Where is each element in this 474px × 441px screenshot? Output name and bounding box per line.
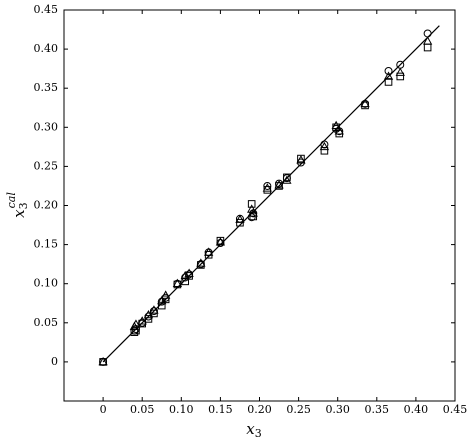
point-triangle bbox=[180, 270, 190, 280]
point-triangle bbox=[274, 180, 284, 189]
point-square bbox=[157, 301, 166, 310]
y-label-sup: cal bbox=[5, 192, 18, 209]
point-square bbox=[181, 277, 190, 286]
point-square bbox=[361, 101, 369, 110]
point-square bbox=[384, 78, 393, 86]
point-square bbox=[150, 309, 158, 318]
x-label-sub: 3 bbox=[255, 427, 262, 440]
point-square bbox=[396, 72, 405, 81]
point-triangle bbox=[383, 71, 394, 80]
point-square bbox=[249, 212, 258, 221]
point-triangle bbox=[196, 258, 206, 267]
x-tick-label: 0.25 bbox=[286, 403, 311, 416]
point-square bbox=[144, 315, 153, 323]
y-tick-label: 0.40 bbox=[34, 42, 59, 55]
point-square bbox=[263, 186, 272, 194]
point-circle bbox=[423, 29, 432, 38]
point-square bbox=[185, 272, 193, 280]
point-circle bbox=[263, 181, 272, 190]
y-tick-label: 0.05 bbox=[34, 316, 59, 329]
point-circle bbox=[320, 140, 329, 149]
point-triangle bbox=[331, 120, 341, 130]
x-axis-label: x3 bbox=[246, 420, 261, 440]
y-tick-label: 0.35 bbox=[34, 81, 59, 94]
point-triangle bbox=[296, 155, 306, 164]
point-square bbox=[130, 328, 139, 336]
point-square bbox=[161, 295, 170, 304]
y-label-sub: 3 bbox=[17, 202, 30, 209]
y-tick-label: 0.20 bbox=[34, 199, 59, 212]
x-tick-label: 0 bbox=[100, 403, 107, 416]
point-square bbox=[132, 326, 140, 335]
x-tick-label: 0.35 bbox=[365, 403, 390, 416]
x-tick-label: 0.05 bbox=[130, 403, 155, 416]
point-triangle bbox=[172, 278, 183, 287]
y-label-base: x bbox=[10, 209, 28, 218]
point-square bbox=[236, 218, 244, 227]
point-square bbox=[297, 154, 305, 163]
point-triangle bbox=[262, 183, 272, 192]
point-square bbox=[320, 146, 329, 155]
reference-line bbox=[102, 25, 440, 363]
point-triangle bbox=[161, 290, 171, 299]
point-square bbox=[138, 319, 146, 328]
y-tick-label: 0.45 bbox=[34, 3, 59, 16]
point-circle bbox=[247, 213, 256, 222]
point-square bbox=[173, 280, 182, 289]
point-square bbox=[283, 173, 291, 182]
point-square bbox=[335, 129, 344, 138]
x-tick-label: 0.30 bbox=[325, 403, 350, 416]
point-square bbox=[197, 261, 205, 269]
x-tick-label: 0.15 bbox=[208, 403, 233, 416]
y-tick-label: 0.15 bbox=[34, 238, 59, 251]
point-triangle bbox=[319, 141, 330, 151]
point-square bbox=[275, 182, 283, 190]
point-square bbox=[423, 43, 432, 52]
point-square bbox=[216, 236, 225, 245]
point-square bbox=[247, 200, 256, 208]
y-tick-label: 0.25 bbox=[34, 159, 59, 172]
x-tick-label: 0.45 bbox=[443, 403, 468, 416]
point-triangle bbox=[395, 67, 405, 76]
x-tick-label: 0.10 bbox=[169, 403, 194, 416]
y-tick-label: 0.10 bbox=[34, 277, 59, 290]
point-square bbox=[204, 250, 213, 259]
point-triangle bbox=[157, 295, 167, 305]
point-triangle bbox=[282, 175, 292, 184]
y-tick-label: 0 bbox=[51, 355, 58, 368]
point-circle bbox=[384, 66, 393, 75]
x-tick-label: 0.40 bbox=[404, 403, 429, 416]
x-tick-label: 0.20 bbox=[247, 403, 272, 416]
y-axis-label: x3cal bbox=[5, 192, 30, 218]
x-label-base: x bbox=[246, 420, 255, 438]
point-triangle bbox=[215, 237, 226, 246]
point-square bbox=[99, 358, 107, 366]
y-tick-label: 0.30 bbox=[34, 120, 59, 133]
point-triangle bbox=[360, 98, 370, 108]
